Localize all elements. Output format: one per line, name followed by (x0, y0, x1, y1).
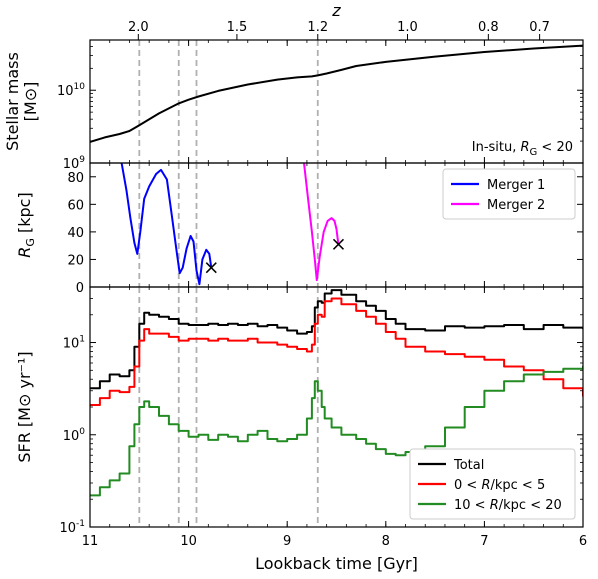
x-tick-label: 11 (82, 534, 99, 549)
plot-area-stellar-mass (90, 40, 583, 163)
x-axis-title: Lookback time [Gyr] (255, 554, 418, 573)
legend-label-merger1: Merger 1 (487, 178, 545, 193)
r-g-tick-label: 40 (67, 226, 84, 241)
plot-area-r-g (120, 163, 340, 287)
r-g-tick-label: 80 (67, 171, 84, 186)
end-marker-merger1 (205, 262, 217, 274)
legend-label-inner: 0 < R/kpc < 5 (454, 478, 545, 493)
x-tick-label: 7 (480, 534, 488, 549)
series-line-total (90, 289, 583, 390)
stellar-mass-ylabel: Stellar mass[M⊙] (3, 52, 40, 151)
legend-label-total: Total (453, 458, 484, 473)
x-tick-label: 8 (382, 534, 390, 549)
sfr-tick-label: 10-1 (59, 519, 85, 536)
z-axis-title: z (331, 1, 341, 20)
series-line-merger2 (303, 163, 340, 282)
r-g-tick-label: 60 (67, 198, 84, 213)
r-g-ylabel: RG [kpc] (15, 192, 37, 257)
r-g-tick-label: 20 (67, 253, 84, 268)
series-line-outer (90, 365, 583, 497)
legend-box (442, 168, 576, 220)
legend-label-merger2: Merger 2 (487, 198, 545, 213)
x-tick-label: 6 (579, 534, 587, 549)
stellar-mass-tick-label: 1010 (57, 82, 85, 99)
series-line-merger1 (120, 163, 213, 286)
series-line-inner (90, 297, 583, 406)
x-tick-label: 10 (180, 534, 197, 549)
z-tick-label: 1.2 (307, 20, 328, 35)
stellar-mass-tick-label: 109 (63, 155, 86, 172)
z-tick-label: 0.8 (478, 20, 499, 35)
sfr-tick-label: 100 (63, 427, 86, 444)
series-line-total (90, 44, 583, 143)
z-tick-label: 0.7 (529, 20, 550, 35)
sfr-tick-label: 101 (63, 335, 85, 352)
x-tick-label: 9 (283, 534, 291, 549)
legend-label-outer: 10 < R/kpc < 20 (454, 498, 562, 513)
z-tick-label: 1.5 (227, 20, 248, 35)
z-tick-label: 1.0 (397, 20, 418, 35)
panel-annotation: In-situ, RG < 20 (472, 140, 573, 158)
sfr-ylabel: SFR [M⊙ yr⁻¹] (15, 351, 34, 462)
plot-area-sfr (90, 287, 583, 527)
legend-box (409, 448, 576, 520)
end-marker-merger2 (332, 238, 345, 250)
r-g-tick-label: 0 (76, 281, 84, 296)
z-tick-label: 2.0 (128, 20, 149, 35)
